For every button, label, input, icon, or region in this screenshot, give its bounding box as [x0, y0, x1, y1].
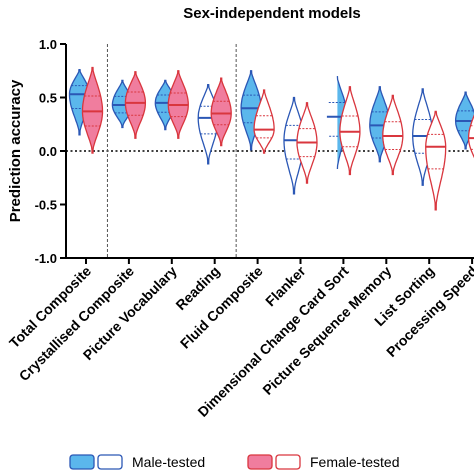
violin-female-tested: [425, 110, 447, 211]
legend-label-female-tested: Female-tested: [310, 454, 399, 470]
chart-title: Sex-independent models: [183, 5, 361, 22]
y-axis-label: Prediction accuracy: [7, 79, 24, 222]
x-tick-label: Fluid Composite: [177, 263, 266, 352]
y-tick-label: 1.0: [39, 37, 57, 52]
legend-swatch-outline-female-tested: [275, 454, 301, 470]
legend-swatch-filled-male-tested: [69, 454, 95, 470]
violin-female-tested: [81, 66, 104, 154]
legend: Male-tested Female-tested: [69, 454, 399, 470]
violin-female-tested: [467, 114, 474, 159]
legend-label-male-tested: Male-tested: [132, 454, 205, 470]
violin-female-tested: [124, 71, 147, 139]
y-tick-label: 0.0: [39, 144, 57, 159]
violin-female-tested: [382, 94, 404, 176]
violin-female-tested: [210, 77, 232, 147]
y-tick-label: -1.0: [35, 251, 57, 266]
y-tick-label: 0.5: [39, 91, 57, 106]
violin-female-tested: [339, 86, 361, 176]
legend-swatch-filled-female-tested: [247, 454, 273, 470]
legend-swatch-outline-male-tested: [97, 454, 123, 470]
violin-female-tested: [253, 89, 275, 154]
y-tick-label: -0.5: [35, 198, 57, 213]
